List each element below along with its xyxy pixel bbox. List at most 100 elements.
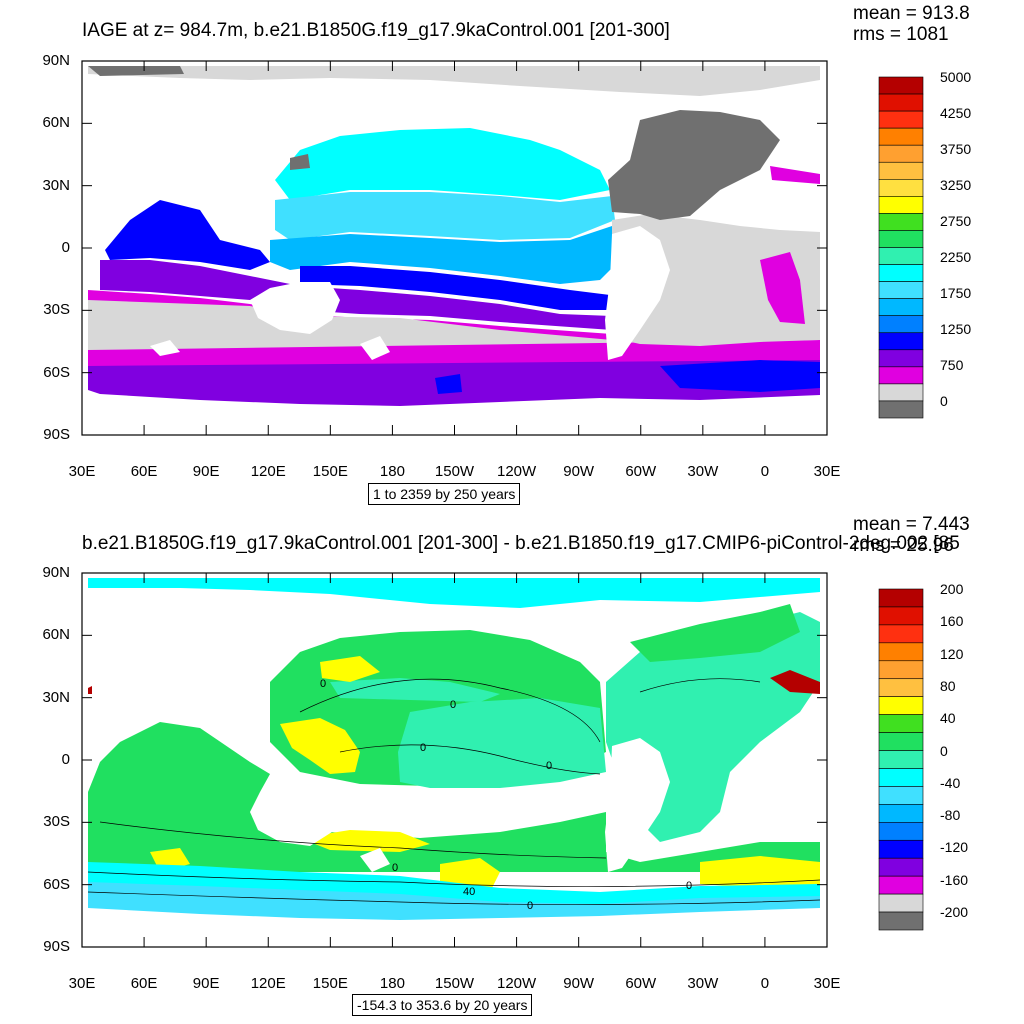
bottom-colorbar <box>878 588 924 931</box>
colorbar-box <box>878 298 924 316</box>
top-map-fields <box>88 66 820 406</box>
colorbar-box <box>878 383 924 402</box>
lon-label: 90E <box>192 463 220 480</box>
colorbar-label: 1250 <box>940 320 972 337</box>
bottom-contour-caption: -154.3 to 353.6 by 20 years <box>352 994 533 1016</box>
lon-label: 30E <box>813 463 841 480</box>
colorbar-box <box>878 678 924 697</box>
colorbar-label: -120 <box>940 839 969 856</box>
bottom-stats-rms: rms = 25.96 <box>853 535 954 556</box>
lon-label: 60E <box>130 975 158 992</box>
lat-label: 30S <box>43 301 70 319</box>
lon-label: 90W <box>563 463 595 480</box>
colorbar-box <box>878 196 924 214</box>
contour-label: 0 <box>546 760 553 772</box>
colorbar-box <box>878 642 924 662</box>
colorbar-box <box>878 750 924 769</box>
bottom-map-plot <box>81 572 924 948</box>
colorbar-box <box>878 127 924 146</box>
colorbar-box <box>878 93 924 112</box>
lat-label: 30N <box>42 688 70 706</box>
lat-label: 60N <box>42 114 70 132</box>
colorbar-label: 750 <box>940 356 964 373</box>
lat-label: 60N <box>42 626 70 644</box>
bottom-stats-mean: mean = 7.443 <box>853 514 970 535</box>
colorbar-box <box>878 264 924 282</box>
top-stats-mean: mean = 913.8 <box>853 3 970 24</box>
lon-label: 30W <box>687 463 719 480</box>
colorbar-box <box>878 213 924 231</box>
colorbar-box <box>878 875 924 895</box>
colorbar-label: 40 <box>940 710 956 727</box>
colorbar-box <box>878 714 924 733</box>
contour-label: 0 <box>420 742 427 754</box>
lon-label: 120E <box>250 463 286 480</box>
lon-label: 120W <box>496 975 537 992</box>
lat-label: 90N <box>42 564 70 581</box>
colorbar-box <box>878 110 924 129</box>
colorbar-label: -40 <box>940 774 961 791</box>
lat-label: 90S <box>43 426 70 443</box>
lat-label: 0 <box>61 751 70 768</box>
contour-label: 0 <box>320 678 327 690</box>
colorbar-label: 2750 <box>940 212 972 229</box>
colorbar-box <box>878 247 924 265</box>
colorbar-box <box>878 660 924 680</box>
lon-label: 180 <box>379 975 405 992</box>
colorbar-box <box>878 179 924 197</box>
lon-label: 30W <box>687 975 719 992</box>
contour-label: 0 <box>527 900 534 912</box>
colorbar-box <box>878 606 924 626</box>
lat-label: 90S <box>43 938 70 955</box>
colorbar-box <box>878 400 924 419</box>
colorbar-label: 3750 <box>940 140 972 157</box>
lon-label: 150W <box>434 463 475 480</box>
colorbar-label: 0 <box>940 392 948 409</box>
colorbar-label: -160 <box>940 871 969 888</box>
lon-label: 90E <box>192 975 220 992</box>
colorbar-box <box>878 349 924 368</box>
lon-label: 60W <box>625 975 657 992</box>
top-map-ticks <box>81 60 828 436</box>
colorbar-box <box>878 144 924 163</box>
lat-label: 60S <box>43 875 70 893</box>
colorbar-box <box>878 161 924 180</box>
top-stats-rms: rms = 1081 <box>853 24 949 45</box>
bottom-map-panel: b.e21.B1850G.f19_g17.9kaControl.001 [201… <box>0 512 1024 1024</box>
colorbar-box <box>878 230 924 248</box>
colorbar-box <box>878 768 924 787</box>
lon-label: 150E <box>312 975 348 992</box>
lon-label: 150W <box>434 975 475 992</box>
colorbar-label: 160 <box>940 613 964 630</box>
contour-label: 0 <box>392 862 399 874</box>
colorbar-label: 200 <box>940 581 964 597</box>
colorbar-label: 2250 <box>940 248 972 265</box>
colorbar-box <box>878 911 924 931</box>
lon-label: 30E <box>68 975 96 992</box>
lat-label: 30N <box>42 176 70 194</box>
lon-label: 120E <box>250 975 286 992</box>
lon-label: 60E <box>130 463 158 480</box>
colorbar-label: 1750 <box>940 284 972 301</box>
lon-label: 90W <box>563 975 595 992</box>
colorbar-label: -80 <box>940 807 961 824</box>
colorbar-box <box>878 624 924 644</box>
colorbar-box <box>878 696 924 715</box>
lon-label: 30E <box>68 463 96 480</box>
colorbar-label: 0 <box>940 742 948 759</box>
contour-label: 40 <box>463 886 476 898</box>
colorbar-box <box>878 839 924 859</box>
top-map-plot <box>81 60 924 436</box>
colorbar-box <box>878 893 924 913</box>
colorbar-label: 80 <box>940 677 956 694</box>
colorbar-label: 120 <box>940 645 964 662</box>
bottom-map-ticks <box>81 572 828 948</box>
colorbar-label: -200 <box>940 904 969 921</box>
colorbar-box <box>878 315 924 334</box>
colorbar-box <box>878 732 924 751</box>
lon-label: 60W <box>625 463 657 480</box>
bottom-map-fields <box>88 578 820 920</box>
lon-label: 0 <box>760 975 770 992</box>
lat-label: 60S <box>43 363 70 381</box>
lat-label: 0 <box>61 239 70 256</box>
